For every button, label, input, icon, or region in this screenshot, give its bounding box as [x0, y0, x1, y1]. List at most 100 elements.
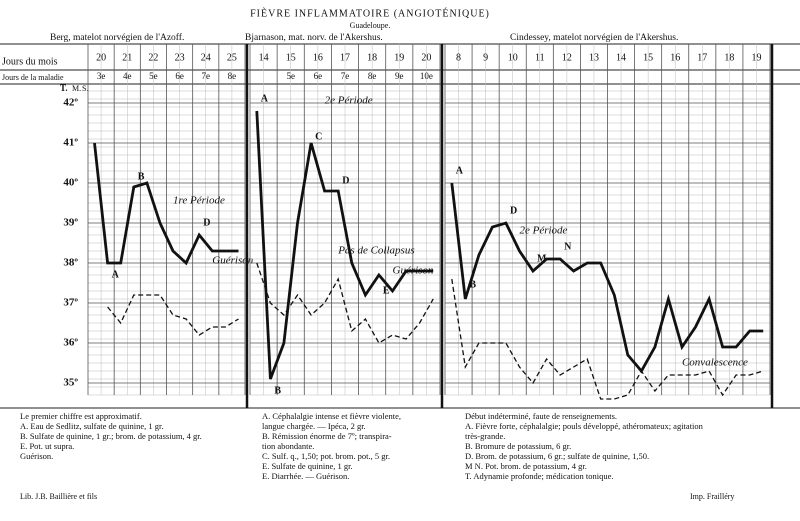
patient-title: Bjarnason, mat. norv. de l'Akershus. [245, 33, 383, 43]
patient-title: Cindessey, matelot norvégien de l'Akersh… [510, 33, 678, 43]
x-tick-label: 15 [286, 52, 296, 63]
annotation: N [564, 241, 572, 252]
note: E. Sulfate de quinine, 1 gr. [262, 461, 353, 471]
note: tion abondante. [262, 441, 314, 451]
x-tick-label: 9 [483, 52, 488, 63]
x-tick-label: 15 [643, 52, 653, 63]
x-tick-label: 21 [122, 52, 132, 63]
note: A. Eau de Sedlitz, sulfate de quinine, 1… [20, 421, 164, 431]
annotation: B [138, 171, 145, 182]
y-tick-label: 35º [63, 377, 78, 389]
line-series [93, 142, 239, 266]
illness-day: 8e [228, 71, 237, 81]
illness-day: 8e [368, 71, 377, 81]
note: A. Céphalalgie intense et fièvre violent… [262, 411, 401, 421]
y-tick-label: 42º [63, 97, 78, 109]
y-tick-label: 38º [63, 257, 78, 269]
line-series [107, 294, 239, 336]
annotation: D [203, 217, 210, 228]
x-tick-label: 22 [148, 52, 158, 63]
annotation: D [510, 205, 517, 216]
annotation: A [112, 269, 120, 280]
note: Le premier chiffre est approximatif. [20, 411, 142, 421]
footer: Lib. J.B. Baillière et fils [20, 492, 97, 501]
illness-day: 7e [341, 71, 350, 81]
annotation: M [537, 253, 547, 264]
x-tick-label: 25 [227, 52, 237, 63]
footer: Imp. Frailléry [690, 492, 734, 501]
y-tick-label: 40º [63, 177, 78, 189]
x-tick-label: 8 [456, 52, 461, 63]
x-tick-label: 17 [697, 52, 707, 63]
illness-day: 6e [314, 71, 323, 81]
line-series [255, 110, 434, 380]
x-tick-label: 14 [616, 52, 626, 63]
x-tick-label: 19 [394, 52, 404, 63]
illness-day: 6e [175, 71, 184, 81]
note: A. Fièvre forte, céphalalgie; pouls déve… [465, 421, 704, 431]
illness-day: 10e [420, 71, 433, 81]
note: M N. Pot. brom. de potassium, 4 gr. [465, 461, 587, 471]
illness-day: 5e [286, 71, 295, 81]
x-tick-label: 10 [508, 52, 518, 63]
row-label: S. [82, 84, 88, 93]
note: C. Sulf. q., 1,50; pot. brom. pot., 5 gr… [262, 451, 390, 461]
row-label: Jours du mois [2, 56, 58, 67]
x-tick-label: 11 [535, 52, 545, 63]
illness-day: 3e [97, 71, 106, 81]
annotation: Pas de Collapsus [337, 245, 414, 257]
x-tick-label: 18 [724, 52, 734, 63]
annotation: E [383, 285, 390, 296]
x-tick-label: 20 [421, 52, 431, 63]
annotation: Guérison [393, 265, 434, 277]
illness-day: 7e [202, 71, 211, 81]
note: B. Sulfate de quinine, 1 gr.; brom. de p… [20, 431, 202, 441]
annotation: A [456, 165, 464, 176]
patient-title: Berg, matelot norvégien de l'Azoff. [50, 32, 184, 43]
x-tick-label: 12 [562, 52, 572, 63]
row-label: Jours de la maladie [2, 73, 64, 82]
x-tick-label: 13 [589, 52, 599, 63]
annotation: 2e Période [325, 95, 373, 107]
illness-day: 9e [395, 71, 404, 81]
x-tick-label: 16 [313, 52, 323, 63]
x-tick-label: 20 [96, 52, 106, 63]
note: Début indéterminé, faute de renseignemen… [465, 411, 617, 421]
annotation: 1re Période [173, 195, 225, 207]
line-series [256, 262, 434, 344]
x-tick-label: 18 [367, 52, 377, 63]
y-tick-label: 36º [63, 337, 78, 349]
note: B. Bromure de potassium, 6 gr. [465, 441, 571, 451]
annotation: Guérison [212, 255, 253, 267]
annotation: C [315, 131, 322, 142]
illness-day: 5e [149, 71, 158, 81]
annotation: Convalescence [682, 357, 748, 369]
x-tick-label: 14 [259, 52, 269, 63]
annotation: D [342, 175, 349, 186]
sheet-title: FIÈVRE INFLAMMATOIRE (ANGIOTÉNIQUE) [250, 7, 490, 19]
note: B. Rémission énorme de 7º; transpira- [262, 431, 392, 441]
y-tick-label: 39º [63, 217, 78, 229]
note: E. Diarrhée. — Guérison. [262, 471, 349, 481]
x-tick-label: 16 [670, 52, 680, 63]
note: langue chargée. — Ipéca, 2 gr. [262, 421, 366, 431]
annotation: B [469, 279, 476, 290]
sheet-subtitle: Guadeloupe. [350, 21, 391, 30]
x-tick-label: 24 [201, 52, 211, 63]
x-tick-label: 19 [751, 52, 761, 63]
row-label: T. [60, 83, 68, 93]
line-series [450, 182, 764, 374]
annotation: A [261, 93, 269, 104]
note: D. Brom. de potassium, 6 gr.; sulfate de… [465, 451, 649, 461]
x-tick-label: 17 [340, 52, 350, 63]
line-series [451, 278, 764, 400]
y-tick-label: 37º [63, 297, 78, 309]
y-tick-label: 41º [63, 137, 78, 149]
x-tick-label: 23 [175, 52, 185, 63]
annotation: 2e Période [519, 225, 567, 237]
illness-day: 4e [123, 71, 132, 81]
row-label: M. [72, 84, 81, 93]
note: très-grande. [465, 431, 505, 441]
note: T. Adynamie profonde; médication tonique… [465, 471, 614, 481]
